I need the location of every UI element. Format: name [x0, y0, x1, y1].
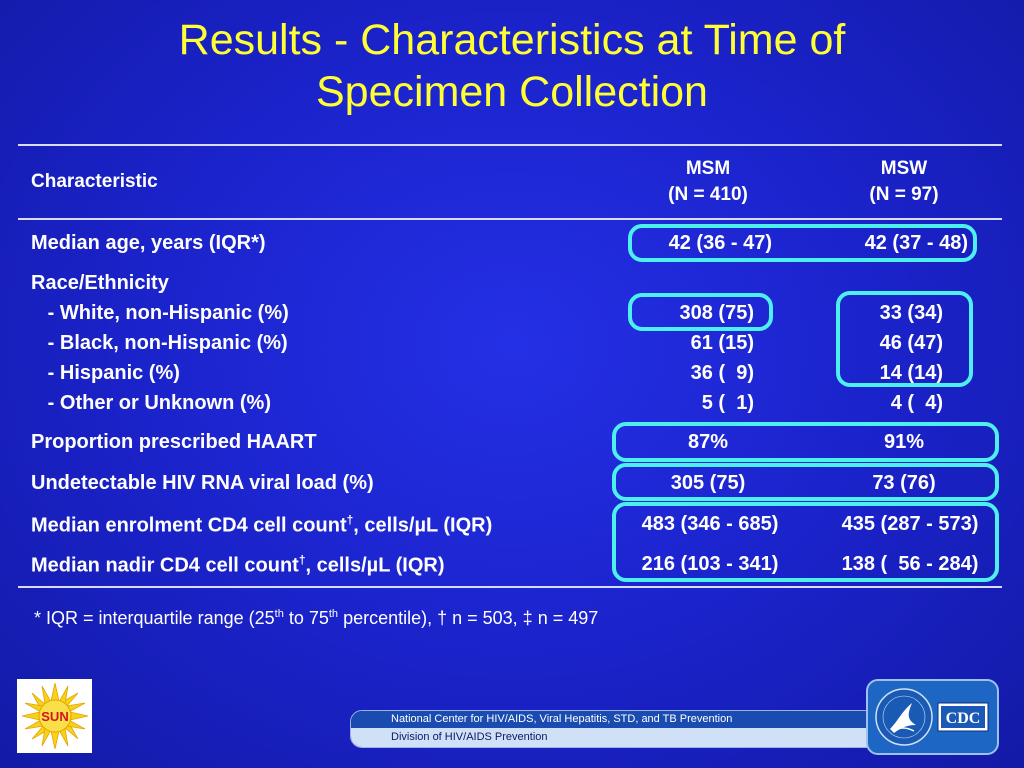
cdc-logo-text: CDC — [946, 710, 981, 727]
row-age-msm: 42 (36 - 47) — [668, 232, 772, 254]
row-cd4-nadir-msw: 138 ( 56 - 284) — [841, 553, 979, 575]
header-msm: MSM (N = 410) — [628, 156, 788, 208]
row-haart-msm: 87% — [687, 431, 729, 453]
row-white-msm: 308 (75) — [679, 302, 755, 324]
highlight-viral — [612, 463, 999, 501]
header-msm-name: MSM — [685, 158, 731, 179]
row-hispanic-label: - Hispanic (%) — [31, 362, 180, 384]
row-black-msw: 46 (47) — [879, 332, 943, 354]
row-cd4-enrol-dagger: † — [346, 513, 354, 527]
banner-line-1: National Center for HIV/AIDS, Viral Hepa… — [351, 711, 871, 728]
header-msw-n: (N = 97) — [869, 184, 939, 205]
row-cd4-nadir-label-b: , cells/µL (IQR) — [305, 554, 445, 577]
footnote-part-c: percentile), † n = 503, ‡ n = 497 — [338, 608, 599, 628]
row-cd4-nadir-msm: 216 (103 - 341) — [641, 553, 779, 575]
row-other-label: - Other or Unknown (%) — [31, 392, 271, 414]
row-race-heading: Race/Ethnicity — [31, 272, 169, 294]
highlight-msw-race — [836, 291, 973, 387]
title-line-2: Specimen Collection — [316, 68, 708, 116]
table-top-rule — [18, 144, 1002, 146]
hhs-eagle-icon: CDC — [875, 688, 989, 746]
row-other-msm: 5 ( 1) — [701, 392, 754, 414]
header-msm-n: (N = 410) — [668, 184, 748, 205]
sun-icon: SUN — [21, 682, 88, 750]
footnote-part-b: to 75 — [283, 608, 329, 628]
row-cd4-enrol-msw: 435 (287 - 573) — [841, 513, 979, 535]
row-cd4-nadir-dagger: † — [298, 553, 306, 567]
table-header-rule — [18, 218, 1002, 220]
slide-title: Results - Characteristics at Time of Spe… — [0, 14, 1024, 118]
row-cd4-enrol-label-b: , cells/µL (IQR) — [353, 514, 493, 537]
row-cd4-nadir-label-a: Median nadir CD4 cell count — [31, 554, 299, 577]
row-cd4-enrol-msm: 483 (346 - 685) — [641, 513, 779, 535]
row-other-msw: 4 ( 4) — [890, 392, 943, 414]
row-hispanic-msm: 36 ( 9) — [690, 362, 754, 384]
footnote-sup-2: th — [328, 608, 339, 620]
row-age-label: Median age, years (IQR*) — [31, 232, 266, 254]
row-viral-msw: 73 (76) — [872, 472, 936, 494]
row-cd4-enrol-label-a: Median enrolment CD4 cell count — [31, 514, 347, 537]
row-white-label: - White, non-Hispanic (%) — [31, 302, 289, 324]
row-hispanic-msw: 14 (14) — [879, 362, 943, 384]
header-msw-name: MSW — [880, 158, 928, 179]
row-white-msw: 33 (34) — [879, 302, 943, 324]
sun-logo-text: SUN — [41, 709, 68, 724]
row-haart-msw: 91% — [883, 431, 925, 453]
table-bottom-rule — [18, 586, 1002, 588]
header-characteristic: Characteristic — [31, 171, 158, 192]
row-haart-label: Proportion prescribed HAART — [31, 431, 317, 453]
row-black-label: - Black, non-Hispanic (%) — [31, 332, 288, 354]
footnote: * IQR = interquartile range (25th to 75t… — [34, 608, 598, 629]
highlight-white-msm — [628, 293, 773, 331]
header-msw: MSW (N = 97) — [824, 156, 984, 208]
sun-logo: SUN — [17, 679, 92, 753]
banner-line-2: Division of HIV/AIDS Prevention — [351, 728, 871, 747]
row-viral-msm: 305 (75) — [670, 472, 746, 494]
highlight-cd4 — [612, 502, 999, 582]
highlight-haart — [612, 422, 999, 462]
title-line-1: Results - Characteristics at Time of — [178, 16, 846, 64]
highlight-age — [628, 224, 977, 262]
row-viral-label: Undetectable HIV RNA viral load (%) — [31, 472, 374, 494]
footnote-part-a: * IQR = interquartile range (25 — [34, 608, 275, 628]
row-age-msw: 42 (37 - 48) — [864, 232, 968, 254]
footnote-sup-1: th — [274, 608, 284, 620]
row-cd4-enrol-label: Median enrolment CD4 cell count†, cells/… — [31, 513, 492, 538]
cdc-logo: CDC — [866, 679, 999, 755]
row-black-msm: 61 (15) — [690, 332, 754, 354]
row-cd4-nadir-label: Median nadir CD4 cell count†, cells/µL (… — [31, 553, 444, 578]
footer-banner: National Center for HIV/AIDS, Viral Hepa… — [350, 710, 872, 748]
